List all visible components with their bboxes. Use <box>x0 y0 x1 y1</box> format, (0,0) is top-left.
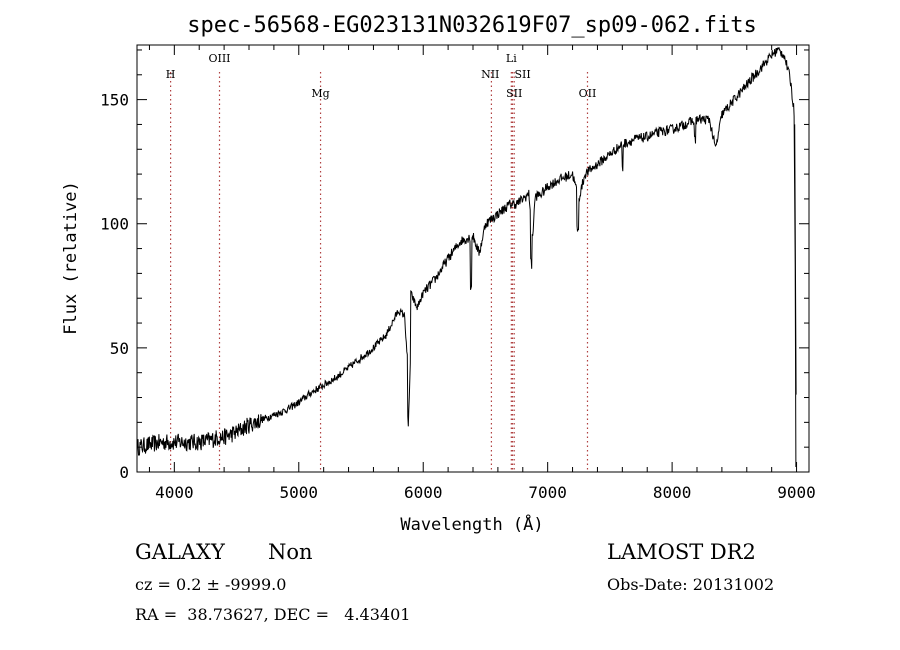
x-tick-label: 8000 <box>653 483 692 502</box>
x-tick-label: 5000 <box>280 483 319 502</box>
redshift-cz: cz = 0.2 ± -9999.0 <box>135 575 287 594</box>
y-axis-label: Flux (relative) <box>61 181 81 335</box>
ra-dec: RA = 38.73627, DEC = 4.43401 <box>135 605 411 624</box>
y-tick-label: 150 <box>100 91 129 110</box>
plot-frame <box>136 44 810 473</box>
x-tick-label: 4000 <box>155 483 194 502</box>
object-class: GALAXY <box>135 540 225 564</box>
axis-ticks: 4000 5000 6000 7000 8000 9000 0 50 100 150 <box>100 45 816 502</box>
y-tick-label: 0 <box>119 463 129 482</box>
emission-line-label: SII <box>506 87 522 100</box>
chart-title: spec-56568-EG023131N032619F07_sp09-062.f… <box>187 13 757 38</box>
survey-name: LAMOST DR2 <box>607 540 756 564</box>
emission-line-label: NII <box>481 68 499 81</box>
emission-line-label: Li <box>506 52 517 65</box>
emission-line-label: H <box>166 68 176 81</box>
emission-line-label: Mg <box>311 87 329 100</box>
emission-line-label: OII <box>579 87 597 100</box>
x-tick-label: 6000 <box>404 483 443 502</box>
emission-line-markers: H OIII Mg NII SII Li SII OII <box>166 52 597 472</box>
emission-line-label: OIII <box>208 52 230 65</box>
spectrum-line <box>136 46 797 468</box>
emission-line-label: SII <box>514 68 530 81</box>
x-axis-label: Wavelength (Å) <box>400 513 543 535</box>
x-tick-label: 9000 <box>777 483 816 502</box>
y-tick-label: 50 <box>110 339 129 358</box>
observation-date: Obs-Date: 20131002 <box>607 575 775 594</box>
y-tick-label: 100 <box>100 215 129 234</box>
object-subclass: Non <box>268 540 313 564</box>
x-tick-label: 7000 <box>528 483 567 502</box>
